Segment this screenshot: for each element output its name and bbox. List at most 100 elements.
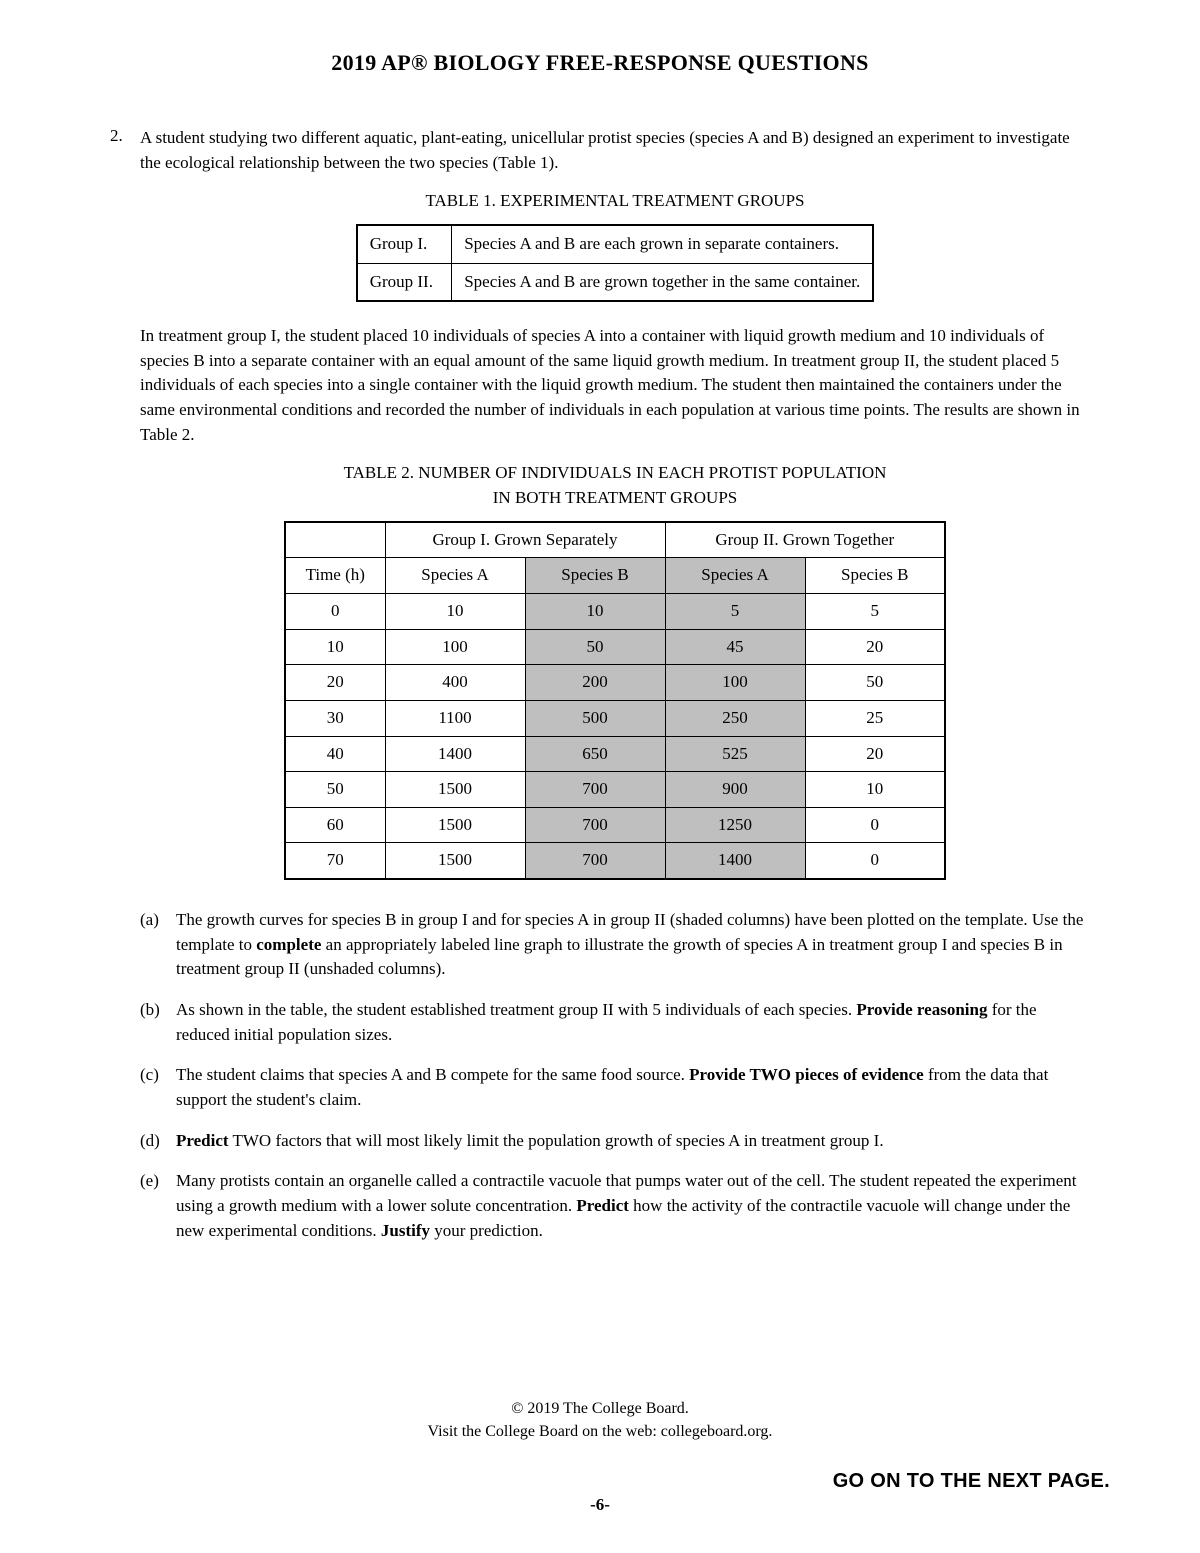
table1-caption: TABLE 1. EXPERIMENTAL TREATMENT GROUPS <box>140 189 1090 214</box>
table-row: 2040020010050 <box>285 665 945 701</box>
subpart-text: Many protists contain an organelle calle… <box>176 1169 1090 1243</box>
copyright-line: © 2019 The College Board. <box>0 1398 1200 1420</box>
group-header-row: Group I. Grown Separately Group II. Grow… <box>285 522 945 558</box>
group-cell: Group II. <box>357 263 452 301</box>
table-1: Group I. Species A and B are each grown … <box>356 224 875 302</box>
question-number: 2. <box>110 126 140 1259</box>
go-on-next-page: GO ON TO THE NEXT PAGE. <box>833 1470 1110 1493</box>
subpart-text: The growth curves for species B in group… <box>176 908 1090 982</box>
page-number: -6- <box>0 1495 1200 1515</box>
subpart-text: The student claims that species A and B … <box>176 1063 1090 1112</box>
bold-term: complete <box>256 935 321 954</box>
data-cell: 30 <box>285 700 385 736</box>
col-header: Species A <box>665 558 805 594</box>
col-header: Species B <box>805 558 945 594</box>
subpart-label: (e) <box>140 1169 176 1243</box>
bold-term: Justify <box>381 1221 430 1240</box>
bold-term: Predict <box>576 1196 629 1215</box>
subpart: (c)The student claims that species A and… <box>140 1063 1090 1112</box>
bold-term: Provide TWO pieces of evidence <box>689 1065 924 1084</box>
question-2: 2. A student studying two different aqua… <box>110 126 1090 1259</box>
table-row: 40140065052520 <box>285 736 945 772</box>
subpart: (d)Predict TWO factors that will most li… <box>140 1129 1090 1154</box>
data-cell: 1100 <box>385 700 525 736</box>
subpart: (b)As shown in the table, the student es… <box>140 998 1090 1047</box>
data-cell: 700 <box>525 772 665 808</box>
data-cell: 50 <box>805 665 945 701</box>
col-header-row: Time (h) Species A Species B Species A S… <box>285 558 945 594</box>
data-cell: 45 <box>665 629 805 665</box>
data-cell: 20 <box>805 629 945 665</box>
data-cell: 100 <box>385 629 525 665</box>
bold-term: Provide reasoning <box>856 1000 987 1019</box>
data-cell: 10 <box>285 629 385 665</box>
data-cell: 650 <box>525 736 665 772</box>
footer-copyright-block: © 2019 The College Board. Visit the Coll… <box>0 1398 1200 1443</box>
data-cell: 400 <box>385 665 525 701</box>
subpart: (e)Many protists contain an organelle ca… <box>140 1169 1090 1243</box>
group2-header: Group II. Grown Together <box>665 522 945 558</box>
data-cell: 10 <box>385 593 525 629</box>
data-cell: 250 <box>665 700 805 736</box>
data-cell: 50 <box>285 772 385 808</box>
subpart: (a)The growth curves for species B in gr… <box>140 908 1090 982</box>
data-cell: 1250 <box>665 807 805 843</box>
data-cell: 525 <box>665 736 805 772</box>
data-cell: 0 <box>805 843 945 879</box>
subpart-label: (b) <box>140 998 176 1047</box>
table-row: Group II. Species A and B are grown toge… <box>357 263 874 301</box>
data-cell: 0 <box>285 593 385 629</box>
intro-paragraph: A student studying two different aquatic… <box>140 126 1090 175</box>
data-cell: 0 <box>805 807 945 843</box>
col-header: Time (h) <box>285 558 385 594</box>
data-cell: 10 <box>805 772 945 808</box>
subpart-label: (a) <box>140 908 176 982</box>
col-header: Species A <box>385 558 525 594</box>
table2-caption-line2: IN BOTH TREATMENT GROUPS <box>140 486 1090 511</box>
data-cell: 500 <box>525 700 665 736</box>
data-cell: 100 <box>665 665 805 701</box>
subparts-list: (a)The growth curves for species B in gr… <box>140 908 1090 1243</box>
table-row: 0101055 <box>285 593 945 629</box>
col-header: Species B <box>525 558 665 594</box>
group-cell: Group I. <box>357 225 452 263</box>
table-row: 30110050025025 <box>285 700 945 736</box>
table-row: 60150070012500 <box>285 807 945 843</box>
data-cell: 60 <box>285 807 385 843</box>
subpart-label: (d) <box>140 1129 176 1154</box>
table-row: 10100504520 <box>285 629 945 665</box>
data-cell: 700 <box>525 843 665 879</box>
data-cell: 10 <box>525 593 665 629</box>
data-cell: 20 <box>805 736 945 772</box>
data-cell: 1500 <box>385 843 525 879</box>
middle-paragraph: In treatment group I, the student placed… <box>140 324 1090 447</box>
table2-caption-line1: TABLE 2. NUMBER OF INDIVIDUALS IN EACH P… <box>140 461 1090 486</box>
bold-term: Predict <box>176 1131 229 1150</box>
empty-cell <box>285 522 385 558</box>
group1-header: Group I. Grown Separately <box>385 522 665 558</box>
data-cell: 1500 <box>385 772 525 808</box>
data-cell: 1400 <box>385 736 525 772</box>
data-cell: 5 <box>665 593 805 629</box>
desc-cell: Species A and B are grown together in th… <box>452 263 874 301</box>
data-cell: 20 <box>285 665 385 701</box>
data-cell: 1500 <box>385 807 525 843</box>
data-cell: 200 <box>525 665 665 701</box>
data-cell: 1400 <box>665 843 805 879</box>
data-cell: 5 <box>805 593 945 629</box>
page-container: 2019 AP® BIOLOGY FREE-RESPONSE QUESTIONS… <box>0 0 1200 1553</box>
desc-cell: Species A and B are each grown in separa… <box>452 225 874 263</box>
table-row: Group I. Species A and B are each grown … <box>357 225 874 263</box>
data-cell: 25 <box>805 700 945 736</box>
table-row: 70150070014000 <box>285 843 945 879</box>
data-cell: 50 <box>525 629 665 665</box>
subpart-label: (c) <box>140 1063 176 1112</box>
subpart-text: As shown in the table, the student estab… <box>176 998 1090 1047</box>
page-title: 2019 AP® BIOLOGY FREE-RESPONSE QUESTIONS <box>110 50 1090 76</box>
subpart-text: Predict TWO factors that will most likel… <box>176 1129 1090 1154</box>
table-row: 50150070090010 <box>285 772 945 808</box>
data-cell: 40 <box>285 736 385 772</box>
data-cell: 70 <box>285 843 385 879</box>
question-body: A student studying two different aquatic… <box>140 126 1090 1259</box>
table-2: Group I. Grown Separately Group II. Grow… <box>284 521 946 880</box>
